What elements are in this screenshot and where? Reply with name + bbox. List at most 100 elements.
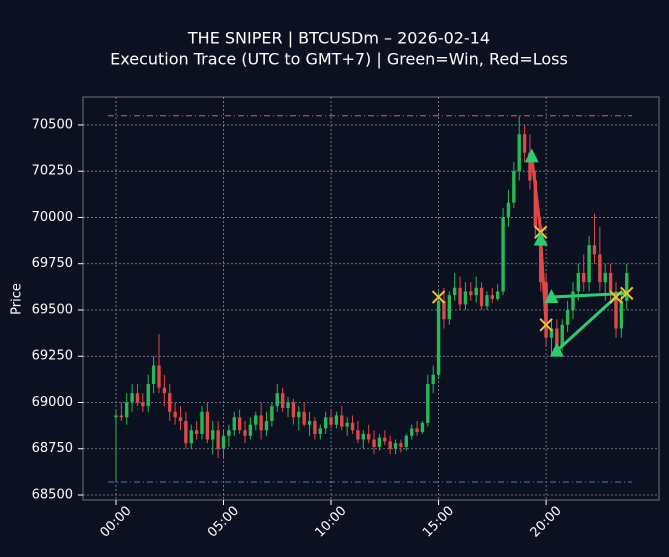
y-tick-label: 70250 bbox=[32, 164, 73, 179]
candle-body bbox=[356, 430, 360, 440]
candle-body bbox=[114, 415, 118, 418]
candle-body bbox=[286, 402, 290, 409]
candle-body bbox=[184, 420, 188, 444]
candle-body bbox=[458, 287, 462, 305]
candle-body bbox=[329, 417, 333, 425]
entry-marker bbox=[549, 342, 564, 357]
candle-body bbox=[587, 245, 591, 283]
candle-body bbox=[340, 415, 344, 427]
candle-body bbox=[125, 402, 129, 418]
candle-body bbox=[582, 272, 586, 283]
candle-body bbox=[452, 287, 457, 296]
plot-frame bbox=[82, 96, 660, 501]
candle-body bbox=[151, 365, 156, 384]
candle-body bbox=[463, 291, 468, 305]
candle-body bbox=[157, 365, 161, 388]
candle-body bbox=[141, 402, 145, 407]
candle-body bbox=[302, 411, 306, 425]
candle-body bbox=[592, 245, 597, 255]
candle-body bbox=[608, 272, 613, 292]
chart-subtitle: Execution Trace (UTC to GMT+7) | Green=W… bbox=[110, 50, 568, 69]
candle-body bbox=[388, 441, 392, 449]
y-tick-label: 68500 bbox=[32, 488, 73, 503]
y-tick-label: 69500 bbox=[32, 302, 73, 317]
candle-body bbox=[168, 393, 172, 412]
candle-body bbox=[307, 420, 312, 425]
candle-body bbox=[146, 383, 150, 407]
candle-body bbox=[135, 393, 140, 403]
entry-marker bbox=[544, 289, 559, 304]
y-tick-label: 68750 bbox=[32, 441, 73, 456]
candle-body bbox=[528, 152, 532, 181]
candle-body bbox=[227, 430, 231, 436]
candle-body bbox=[318, 428, 322, 434]
candle-body bbox=[560, 324, 564, 347]
candle-body bbox=[350, 422, 355, 431]
entry-marker bbox=[533, 231, 548, 246]
candle-body bbox=[221, 435, 226, 449]
y-tick-label: 70000 bbox=[32, 210, 73, 225]
candle-body bbox=[237, 417, 242, 431]
candle-body bbox=[431, 374, 435, 384]
y-tick-label: 69000 bbox=[32, 395, 73, 410]
chart-title: THE SNIPER | BTCUSDm – 2026-02-14 bbox=[187, 29, 490, 48]
trade-line bbox=[530, 156, 543, 233]
candle-body bbox=[189, 430, 193, 444]
candle-body bbox=[619, 300, 624, 329]
entry-marker bbox=[524, 148, 539, 163]
candle-body bbox=[549, 328, 554, 338]
candle-body bbox=[366, 433, 371, 440]
candle-body bbox=[415, 428, 419, 433]
candle-body bbox=[323, 417, 328, 429]
candle-body bbox=[211, 430, 215, 440]
candle-body bbox=[565, 309, 570, 325]
candle-body bbox=[313, 420, 317, 434]
candle-body bbox=[501, 217, 505, 292]
candle-body bbox=[334, 415, 339, 425]
exit-marker bbox=[431, 290, 446, 304]
candle-body bbox=[474, 287, 478, 296]
candle-body bbox=[436, 300, 441, 375]
candle-body bbox=[372, 439, 376, 447]
candle-body bbox=[232, 417, 236, 431]
candle-body bbox=[130, 393, 134, 403]
candle-body bbox=[625, 272, 629, 301]
candle-body bbox=[162, 387, 167, 394]
candle-body bbox=[205, 411, 210, 440]
candle-body bbox=[291, 402, 296, 418]
candle-body bbox=[426, 383, 430, 423]
candle-body bbox=[345, 422, 349, 427]
y-tick-label: 70500 bbox=[32, 117, 73, 132]
candle-body bbox=[254, 415, 258, 425]
candle-body bbox=[512, 171, 516, 203]
candle-body bbox=[404, 435, 409, 447]
candle-body bbox=[506, 202, 511, 218]
candle-body bbox=[280, 393, 285, 409]
exit-marker bbox=[539, 318, 553, 332]
candle-body bbox=[393, 443, 398, 449]
candle-body bbox=[522, 134, 527, 153]
exit-marker bbox=[620, 286, 634, 301]
candle-body bbox=[216, 430, 220, 449]
candle-body bbox=[173, 411, 177, 418]
candle-body bbox=[533, 180, 538, 227]
candle-body bbox=[490, 295, 495, 299]
candle-body bbox=[479, 287, 484, 307]
candle-body bbox=[361, 433, 365, 440]
candle-body bbox=[447, 295, 452, 320]
candle-body bbox=[297, 411, 301, 418]
y-tick-label: 69750 bbox=[32, 256, 73, 271]
trade-line bbox=[539, 239, 548, 325]
candle-body bbox=[485, 295, 489, 307]
candle-body bbox=[259, 415, 263, 431]
candle-body bbox=[576, 272, 581, 292]
candle-body bbox=[469, 291, 473, 296]
candle-body bbox=[399, 443, 403, 447]
trade-line bbox=[555, 295, 617, 352]
candle-body bbox=[243, 430, 247, 436]
candle-body bbox=[194, 430, 199, 434]
candle-body bbox=[178, 417, 183, 421]
candle-body bbox=[603, 272, 607, 283]
